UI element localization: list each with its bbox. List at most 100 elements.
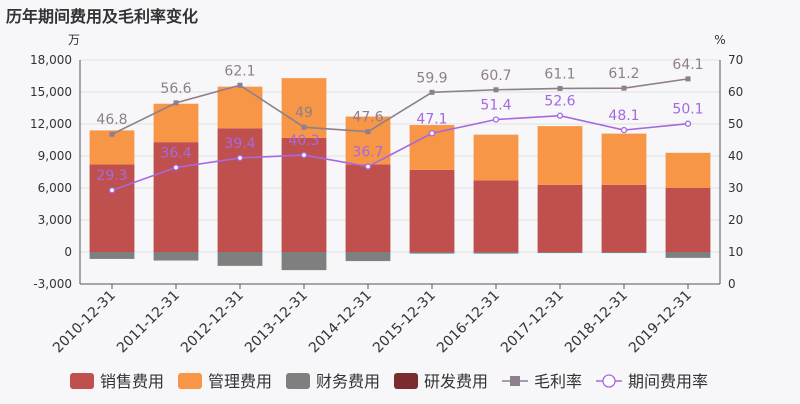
bar-财务费用 xyxy=(89,252,135,259)
point-毛利率 xyxy=(429,89,435,95)
x-tick-label: 2017-12-31 xyxy=(498,288,567,357)
data-label-期间费用率: 36.7 xyxy=(352,145,383,161)
bar-财务费用 xyxy=(153,252,199,261)
right-tick-label: 70 xyxy=(728,53,743,67)
right-tick-label: 10 xyxy=(728,245,743,259)
bar-销售费用 xyxy=(153,142,199,252)
bar-财务费用 xyxy=(665,252,711,258)
data-label-期间费用率: 29.3 xyxy=(96,168,127,184)
left-tick-label: 6,000 xyxy=(38,181,72,195)
right-axis-unit: % xyxy=(714,33,725,47)
line-期间费用率 xyxy=(111,114,689,191)
legend-swatch-marker xyxy=(510,376,520,386)
point-期间费用率 xyxy=(492,116,500,123)
legend-swatch xyxy=(70,373,94,389)
data-label-毛利率: 61.2 xyxy=(608,66,639,82)
bar-财务费用 xyxy=(473,252,519,254)
left-tick-label: 18,000 xyxy=(30,53,72,67)
bar-管理费用 xyxy=(217,86,263,129)
right-tick-label: 20 xyxy=(728,213,743,227)
x-tick-label: 2014-12-31 xyxy=(306,288,375,357)
bar-财务费用 xyxy=(345,252,391,262)
bar-销售费用 xyxy=(665,188,711,252)
point-期间费用率 xyxy=(428,130,436,137)
data-label-毛利率: 46.8 xyxy=(96,112,127,128)
data-label-期间费用率: 52.6 xyxy=(544,94,575,110)
bar-管理费用 xyxy=(153,103,199,143)
bar-财务费用 xyxy=(601,252,647,254)
left-tick-label: 15,000 xyxy=(30,85,72,99)
data-label-毛利率: 61.1 xyxy=(544,66,575,82)
point-期间费用率 xyxy=(620,126,628,134)
point-期间费用率 xyxy=(236,154,244,162)
legend-label: 期间费用率 xyxy=(628,372,708,391)
point-期间费用率 xyxy=(300,151,308,159)
bar-管理费用 xyxy=(345,116,391,165)
point-毛利率 xyxy=(173,100,179,106)
left-tick-label: 0 xyxy=(64,245,72,259)
legend-label: 管理费用 xyxy=(208,372,272,391)
legend-swatch xyxy=(394,373,418,389)
x-tick-label: 2012-12-31 xyxy=(178,288,247,357)
bar-财务费用 xyxy=(281,252,327,271)
bar-销售费用 xyxy=(601,184,647,252)
data-label-期间费用率: 36.4 xyxy=(160,146,191,162)
left-tick-label: 3,000 xyxy=(38,213,72,227)
bar-销售费用 xyxy=(345,164,391,252)
data-label-期间费用率: 50.1 xyxy=(672,102,703,118)
data-label-毛利率: 47.6 xyxy=(352,110,383,126)
point-毛利率 xyxy=(493,87,499,93)
point-毛利率 xyxy=(237,82,243,88)
left-axis-unit: 万 xyxy=(68,33,80,47)
data-label-毛利率: 64.1 xyxy=(672,57,703,73)
data-label-期间费用率: 48.1 xyxy=(608,108,639,124)
bar-销售费用 xyxy=(217,128,263,252)
right-tick-label: 30 xyxy=(728,181,743,195)
x-tick-label: 2010-12-31 xyxy=(50,288,119,357)
point-期间费用率 xyxy=(172,164,180,171)
point-毛利率 xyxy=(621,85,627,91)
data-label-期间费用率: 51.4 xyxy=(480,98,511,114)
data-label-期间费用率: 47.1 xyxy=(416,111,447,127)
legend-swatch-marker xyxy=(602,374,616,388)
x-tick-label: 2018-12-31 xyxy=(562,288,631,357)
bar-销售费用 xyxy=(473,180,519,252)
data-label-毛利率: 62.1 xyxy=(224,63,255,79)
legend-label: 销售费用 xyxy=(100,372,164,391)
data-label-毛利率: 60.7 xyxy=(480,68,511,84)
data-label-毛利率: 49 xyxy=(295,105,313,121)
right-tick-label: 50 xyxy=(728,117,743,131)
left-tick-label: 12,000 xyxy=(30,117,72,131)
legend-label: 研发费用 xyxy=(424,372,488,391)
bar-销售费用 xyxy=(89,164,135,252)
bar-销售费用 xyxy=(409,169,455,252)
legend-label: 财务费用 xyxy=(316,372,380,391)
point-毛利率 xyxy=(301,124,307,130)
left-tick-label: -3,000 xyxy=(33,277,72,291)
point-毛利率 xyxy=(365,129,371,135)
left-tick-label: 9,000 xyxy=(38,149,72,163)
bar-管理费用 xyxy=(473,134,519,181)
x-tick-label: 2011-12-31 xyxy=(114,288,183,357)
point-毛利率 xyxy=(685,76,691,82)
data-label-期间费用率: 40.3 xyxy=(288,133,319,149)
legend-swatch xyxy=(286,373,310,389)
data-label-毛利率: 56.6 xyxy=(160,81,191,97)
bar-财务费用 xyxy=(537,252,583,254)
bar-管理费用 xyxy=(601,133,647,185)
point-期间费用率 xyxy=(556,112,564,119)
right-tick-label: 60 xyxy=(728,85,743,99)
bar-财务费用 xyxy=(409,252,455,254)
right-tick-label: 40 xyxy=(728,149,743,163)
point-期间费用率 xyxy=(108,187,116,194)
bar-销售费用 xyxy=(537,184,583,252)
legend-label: 毛利率 xyxy=(534,372,582,391)
right-tick-label: 0 xyxy=(728,277,736,291)
point-期间费用率 xyxy=(684,120,692,127)
point-毛利率 xyxy=(109,131,115,137)
bar-管理费用 xyxy=(665,152,711,188)
x-tick-label: 2013-12-31 xyxy=(242,288,311,357)
bar-财务费用 xyxy=(217,252,263,266)
